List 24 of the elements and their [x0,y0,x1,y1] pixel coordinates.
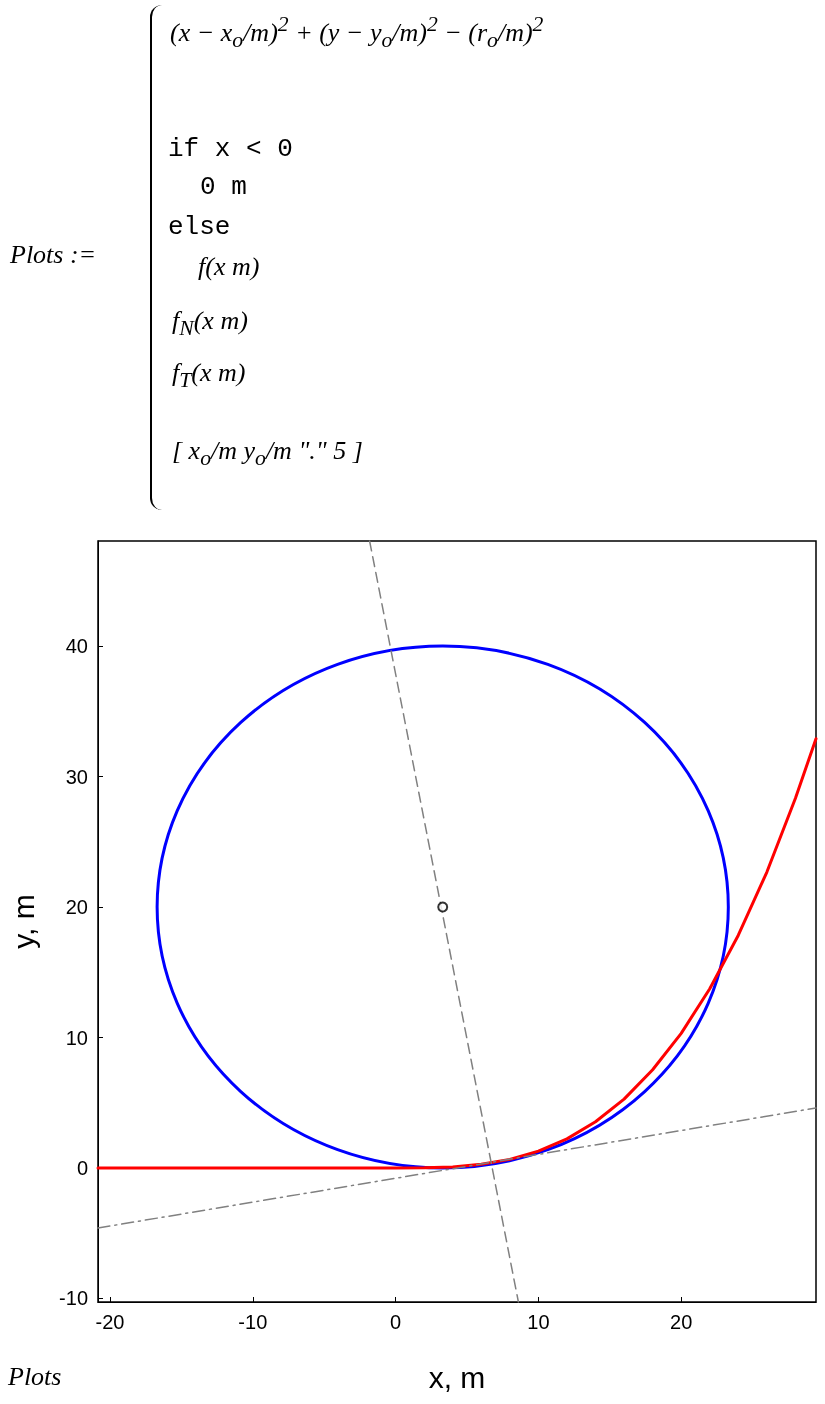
y-tick-label: 40 [65,635,88,658]
text: if x < 0 [168,134,293,164]
y-tick-label: 30 [65,765,88,788]
x-axis-title: x, m [428,1360,486,1394]
x-tick-label: 0 [390,1311,402,1333]
y-tick-label: -10 [59,1287,88,1310]
y-tick-label: 20 [65,896,88,919]
x-tick-label: -10 [238,1311,268,1333]
y-tick-label: 10 [65,1026,88,1049]
text: Plots := [10,240,97,270]
text: f(x m) [198,252,260,282]
text: (x − x$_{o}$/m)$^{2}$ + (y − y$_{o}$/m)$^{2}$ − (r$_{o}$/m)$^{2}$ [170,12,544,52]
x-tick-label: 20 [670,1311,693,1333]
text: else [168,212,231,242]
text: f$_{N}$(x m) [172,306,248,342]
text: Plots [8,1362,62,1392]
x-tick-label: 10 [527,1311,550,1333]
text: 0 m [200,172,247,202]
x-tick-label: -20 [95,1311,125,1333]
line-series [96,737,818,1170]
y-axis-title: y, m [6,894,40,949]
text: f$_{T}$(x m) [172,358,246,394]
text: [ x$_{o}$/m y$_{o}$/m "." 5 ] [172,436,363,472]
y-tick-label: 0 [76,1156,88,1179]
